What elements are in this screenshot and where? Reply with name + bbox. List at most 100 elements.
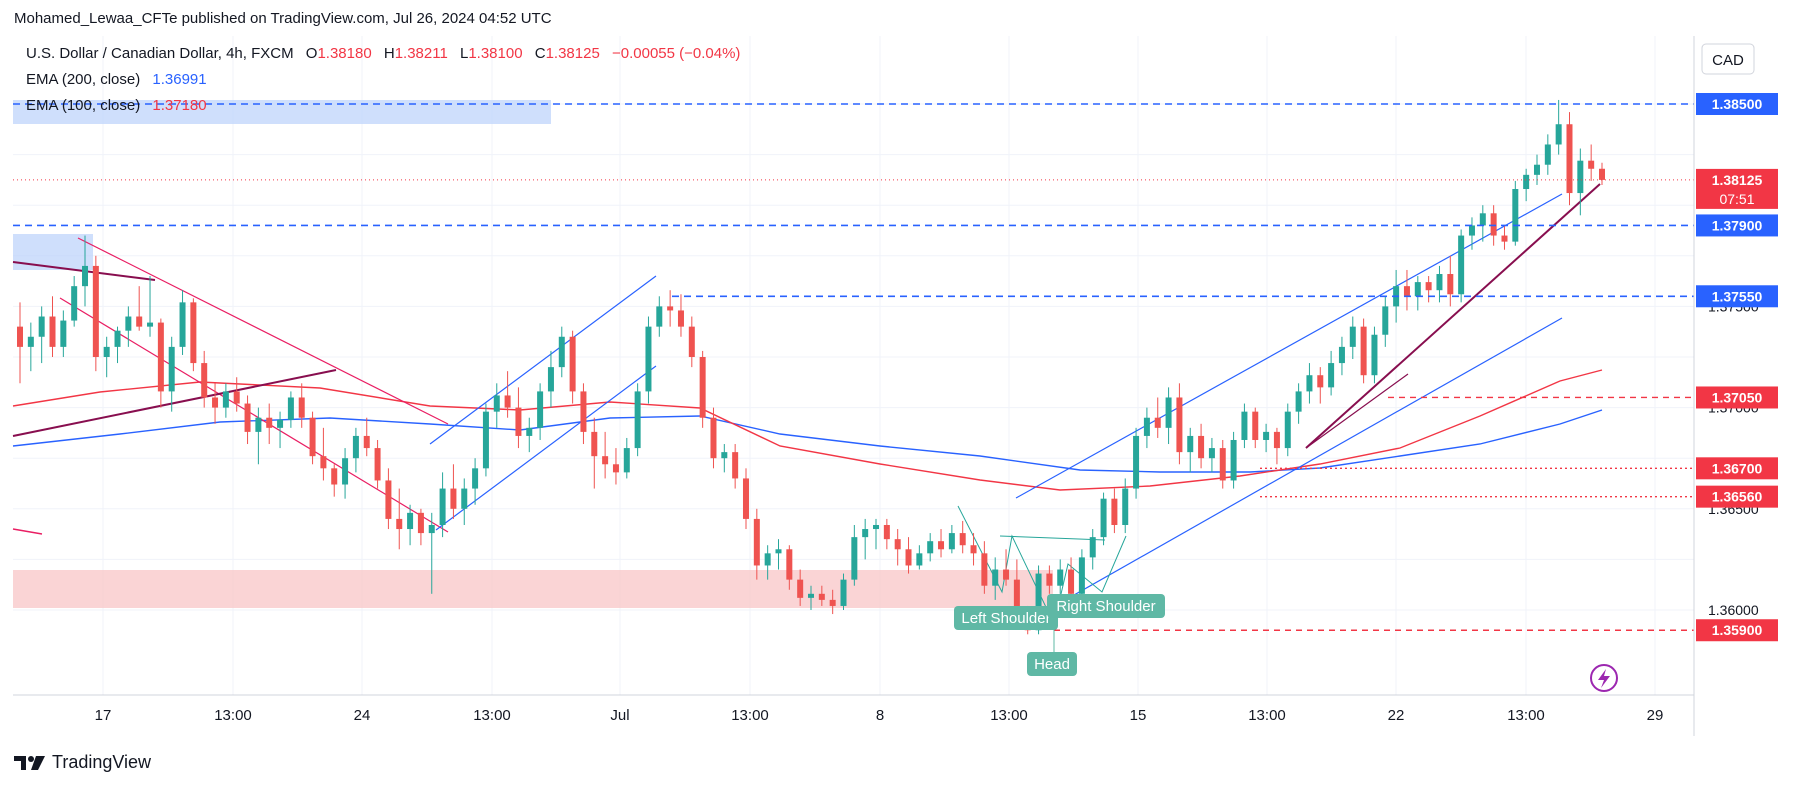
candle-body xyxy=(190,302,197,364)
candle-body xyxy=(233,391,240,404)
candle-body xyxy=(1490,213,1497,236)
candle-body xyxy=(82,265,89,287)
candle-body xyxy=(255,417,262,432)
label-left-shoulder-box xyxy=(954,606,1058,630)
candle-body xyxy=(49,316,56,347)
candle-body xyxy=(125,316,132,331)
candle-body xyxy=(732,452,739,479)
candle-body xyxy=(277,419,284,428)
time-tick: 13:00 xyxy=(1507,707,1545,724)
candle-body xyxy=(1533,164,1540,175)
candle-body xyxy=(1133,435,1140,489)
price-label-box xyxy=(1696,93,1778,115)
candle-body xyxy=(1544,144,1551,165)
candle-body xyxy=(1555,124,1562,145)
label-right-shoulder-box xyxy=(1047,594,1165,618)
candle-body xyxy=(818,593,825,600)
candle-body xyxy=(1046,573,1053,586)
price-label-box xyxy=(1696,285,1778,308)
candle-body xyxy=(742,478,749,519)
candle-body xyxy=(504,395,511,408)
candle-body xyxy=(1284,411,1291,449)
candle-body xyxy=(482,411,489,469)
candle-body xyxy=(1371,334,1378,376)
candle-body xyxy=(873,524,880,530)
candle-body xyxy=(92,265,99,357)
candle-body xyxy=(342,458,349,485)
candle-body xyxy=(667,306,674,311)
candle-body xyxy=(1176,397,1183,453)
time-tick: 13:00 xyxy=(990,707,1028,724)
candle-body xyxy=(948,533,955,550)
pink-stub xyxy=(12,528,43,535)
candle-body xyxy=(472,468,479,489)
candle-body xyxy=(1403,286,1410,297)
time-tick: 29 xyxy=(1647,707,1664,724)
price-label-box xyxy=(1696,386,1778,409)
candle-body xyxy=(1436,274,1443,291)
candle-body xyxy=(136,316,143,327)
up-channel-upper xyxy=(429,275,657,445)
price-label-text: 1.37900 xyxy=(1712,217,1763,233)
candle-body xyxy=(1035,573,1042,631)
candle-body xyxy=(212,397,219,408)
candle-body xyxy=(515,407,522,436)
candle-body xyxy=(374,448,381,481)
price-label-text: 1.37050 xyxy=(1712,389,1763,405)
pattern-labels: Left Shoulder Right Shoulder Head xyxy=(954,594,1165,676)
candle-body xyxy=(1111,498,1118,525)
candle-body xyxy=(970,545,977,554)
candle-body xyxy=(1057,569,1064,586)
time-tick: 15 xyxy=(1130,707,1147,724)
candle-body xyxy=(927,541,934,554)
candle-body xyxy=(1523,174,1530,190)
candle-body xyxy=(1479,213,1486,226)
candle-body xyxy=(558,336,565,368)
candle-body xyxy=(764,553,771,566)
price-label-box xyxy=(1696,619,1778,642)
time-tick: Jul xyxy=(610,707,629,724)
candle-body xyxy=(439,488,446,525)
published-header: Mohamed_Lewaa_CFTe published on TradingV… xyxy=(14,10,552,27)
candles xyxy=(17,99,1605,635)
candle-body xyxy=(808,593,814,598)
candle-body xyxy=(1003,569,1010,580)
legend-ema200: EMA (200, close) 1.36991 xyxy=(26,71,207,88)
candle-body xyxy=(883,524,890,540)
rising-channel-lower xyxy=(1015,317,1563,629)
candle-body xyxy=(1512,189,1519,242)
candle-body xyxy=(537,391,544,428)
candle-body xyxy=(147,322,154,327)
candle-body xyxy=(1501,235,1508,242)
candle-body xyxy=(938,541,945,550)
candle-body xyxy=(1100,498,1107,538)
candle-body xyxy=(591,431,598,457)
price-label-text: 1.36700 xyxy=(1712,460,1763,476)
price-label-text: 1.38500 xyxy=(1712,96,1763,112)
down-channel-lower xyxy=(59,297,449,533)
chart-container[interactable]: Left Shoulder Right Shoulder Head 17 13:00 2… xyxy=(0,36,1797,736)
candle-body xyxy=(1252,411,1259,440)
candle-body xyxy=(797,579,804,598)
trend-drawings xyxy=(12,183,1601,629)
up-channel-lower xyxy=(435,365,657,531)
tradingview-logo-icon[interactable] xyxy=(14,755,46,771)
candle-body xyxy=(1143,417,1150,436)
time-tick: 13:00 xyxy=(1248,707,1286,724)
legend-line-1: U.S. Dollar / Canadian Dollar, 4h, FXCM … xyxy=(26,45,740,62)
candle-body xyxy=(959,533,966,546)
candle-body xyxy=(428,524,435,534)
hs-neckline xyxy=(999,535,1106,541)
candle-body xyxy=(1468,225,1475,236)
candle-body xyxy=(1219,448,1226,481)
candle-body xyxy=(1295,391,1302,412)
candle-body xyxy=(1425,282,1432,291)
candle-body xyxy=(320,456,327,469)
candle-body xyxy=(862,529,869,538)
ema200-line xyxy=(12,409,1603,473)
lightning-icon[interactable] xyxy=(1590,664,1618,692)
candle-body xyxy=(1588,160,1595,169)
price-chart[interactable]: Left Shoulder Right Shoulder Head 17 13:00 2… xyxy=(0,36,1797,736)
label-right-shoulder: Right Shoulder xyxy=(1056,598,1155,615)
candle-body xyxy=(407,512,414,530)
